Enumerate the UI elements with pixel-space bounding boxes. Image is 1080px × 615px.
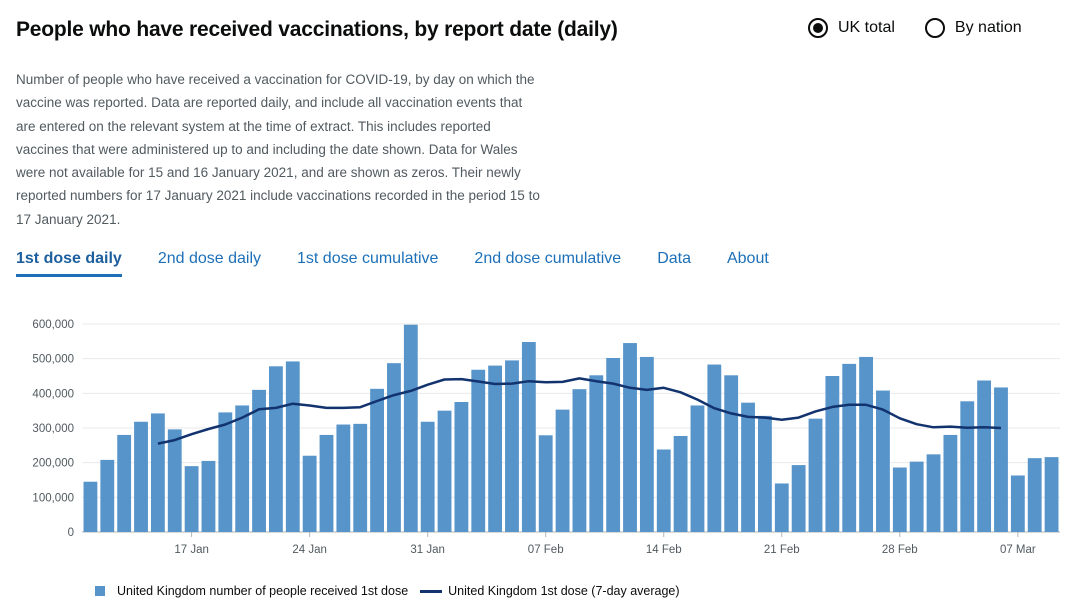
bar-2021-03-01[interactable]	[909, 461, 924, 532]
y-tick-label: 600,000	[32, 319, 74, 331]
bar-2021-03-06[interactable]	[994, 387, 1008, 532]
bar-2021-01-11[interactable]	[83, 481, 98, 532]
chart-title: People who have received vaccinations, b…	[16, 18, 618, 41]
vaccination-chart: 0 100,000 200,000 300,000 400,000 500,000 600,…	[32, 319, 1060, 556]
bar-2021-02-04[interactable]	[488, 365, 503, 532]
bar-2021-01-31[interactable]	[420, 421, 435, 532]
x-tick-label: 07 Mar	[1000, 544, 1036, 556]
radio-button-icon[interactable]	[808, 18, 828, 38]
line-legend-swatch	[420, 589, 443, 593]
bar-legend-label: United Kingdom number of people received…	[117, 584, 409, 598]
seven-day-average-line	[157, 377, 1002, 445]
bar-2021-03-09[interactable]	[1044, 457, 1059, 532]
chart-description: Number of people who have received a vac…	[16, 72, 540, 227]
y-tick-label: 400,000	[32, 388, 74, 400]
bar-2021-02-15[interactable]	[673, 435, 688, 532]
bar-2021-02-22[interactable]	[791, 465, 806, 532]
bar-2021-02-12[interactable]	[623, 343, 637, 532]
tab-1st-dose-daily[interactable]: 1st dose daily	[16, 250, 122, 277]
bar-2021-02-03[interactable]	[471, 369, 486, 532]
y-tick-label: 500,000	[32, 354, 74, 366]
bar-2021-02-16[interactable]	[690, 405, 705, 532]
bar-2021-02-13[interactable]	[639, 356, 654, 532]
bar-2021-03-03[interactable]	[943, 434, 958, 532]
bar-2021-02-21[interactable]	[774, 483, 789, 532]
tab-2nd-dose-cumulative[interactable]: 2nd dose cumulative	[474, 250, 622, 267]
bar-2021-01-18[interactable]	[201, 460, 216, 532]
bar-2021-01-27[interactable]	[353, 423, 368, 532]
bar-2021-02-08[interactable]	[555, 409, 570, 532]
bar-2021-01-17[interactable]	[184, 466, 199, 532]
tab-bar: 1st dose daily 2nd dose daily 1st dose c…	[16, 250, 769, 277]
bar-2021-02-01[interactable]	[437, 410, 452, 532]
bar-2021-02-17[interactable]	[707, 364, 722, 532]
bar-2021-01-14[interactable]	[134, 421, 148, 532]
x-tick-label: 07 Feb	[528, 544, 564, 556]
bar-2021-02-25[interactable]	[842, 363, 857, 532]
bar-2021-02-05[interactable]	[505, 360, 519, 532]
bar-2021-02-24[interactable]	[825, 376, 840, 532]
bar-2021-01-12[interactable]	[100, 459, 115, 532]
bar-2021-03-04[interactable]	[960, 401, 975, 532]
bar-2021-02-20[interactable]	[758, 415, 772, 532]
y-tick-label: 300,000	[32, 423, 74, 435]
bar-2021-01-21[interactable]	[252, 389, 266, 532]
bar-2021-02-06[interactable]	[521, 342, 536, 532]
bar-legend-swatch	[95, 586, 105, 596]
bar-2021-03-05[interactable]	[977, 380, 992, 532]
bar-2021-01-23[interactable]	[285, 361, 300, 532]
x-tick-label: 28 Feb	[882, 544, 918, 556]
y-tick-label: 200,000	[32, 458, 74, 470]
bar-2021-02-18[interactable]	[724, 375, 739, 532]
bar-2021-01-29[interactable]	[387, 363, 401, 532]
x-tick-label: 14 Feb	[646, 544, 682, 556]
bar-2021-01-28[interactable]	[370, 388, 384, 532]
bar-2021-02-28[interactable]	[892, 467, 907, 532]
bar-2021-03-08[interactable]	[1027, 458, 1042, 532]
chart-legend: United Kingdom number of people received…	[95, 584, 680, 598]
bar-2021-02-14[interactable]	[656, 449, 671, 532]
view-toggle: UK total By nation	[808, 18, 1022, 38]
bar-2021-02-09[interactable]	[572, 389, 587, 532]
by-nation-label: By nation	[954, 19, 1022, 36]
tab-2nd-dose-daily[interactable]: 2nd dose daily	[157, 250, 262, 267]
bar-2021-02-19[interactable]	[741, 402, 755, 532]
bar-2021-02-27[interactable]	[876, 390, 890, 532]
bar-2021-03-07[interactable]	[1010, 475, 1025, 532]
bar-2021-01-16[interactable]	[167, 429, 182, 532]
bar-2021-03-02[interactable]	[926, 454, 941, 532]
bar-2021-02-26[interactable]	[859, 356, 873, 532]
bar-2021-01-22[interactable]	[269, 366, 283, 532]
bar-2021-01-19[interactable]	[218, 412, 233, 532]
line-legend-label: United Kingdom 1st dose (7-day average)	[448, 584, 680, 598]
bar-2021-01-30[interactable]	[403, 324, 418, 532]
y-tick-label: 100,000	[32, 492, 74, 504]
x-tick-label: 24 Jan	[292, 544, 327, 556]
tab-about[interactable]: About	[726, 250, 769, 267]
x-tick-label: 21 Feb	[764, 544, 800, 556]
tab-data[interactable]: Data	[657, 250, 691, 267]
bar-2021-02-23[interactable]	[808, 418, 823, 532]
by-nation-radio[interactable]: By nation	[924, 18, 1022, 38]
bar-2021-01-26[interactable]	[336, 424, 351, 532]
bar-2021-02-02[interactable]	[454, 402, 469, 532]
x-tick-label: 31 Jan	[410, 544, 445, 556]
uk-total-radio[interactable]: UK total	[808, 18, 895, 38]
bar-2021-02-11[interactable]	[606, 357, 621, 532]
x-tick-label: 17 Jan	[174, 544, 209, 556]
y-tick-label: 0	[68, 527, 74, 539]
uk-total-label: UK total	[838, 19, 895, 36]
bar-2021-01-24[interactable]	[302, 455, 317, 532]
bar-2021-01-25[interactable]	[319, 434, 334, 532]
bar-2021-01-20[interactable]	[235, 405, 250, 532]
bar-2021-01-13[interactable]	[117, 434, 132, 532]
tab-1st-dose-cumulative[interactable]: 1st dose cumulative	[297, 250, 439, 267]
bar-2021-01-15[interactable]	[150, 413, 165, 532]
bar-2021-02-07[interactable]	[538, 435, 553, 532]
radio-selected-dot	[813, 23, 823, 33]
bar-2021-02-10[interactable]	[589, 375, 604, 532]
radio-button-icon[interactable]	[924, 18, 945, 38]
